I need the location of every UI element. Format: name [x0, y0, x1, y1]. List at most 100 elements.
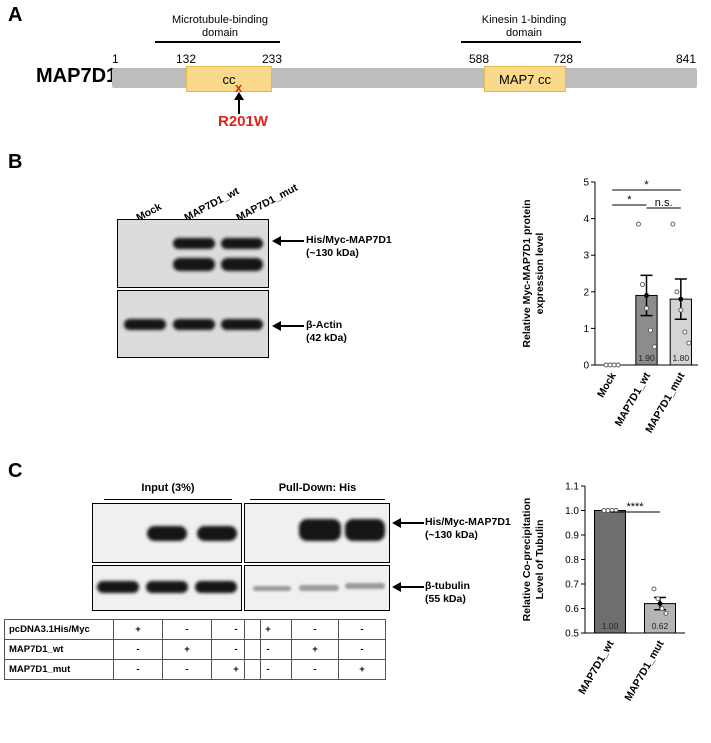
- band: [173, 319, 215, 330]
- y-axis-label: Level of Tubulin: [534, 520, 546, 600]
- kinesin-label-line1: Kinesin 1-binding: [481, 14, 567, 26]
- protein-name: MAP7D1: [36, 65, 118, 87]
- band: [195, 581, 237, 593]
- band: [299, 519, 341, 541]
- x-tick-label: Mock: [595, 370, 619, 399]
- condition-table-pulldown: + - - - + - - - +: [244, 619, 386, 680]
- table-cell: +: [162, 639, 212, 660]
- condition-table-input: pcDNA3.1His/Myc + - - MAP7D1_wt - + - MA…: [4, 619, 261, 680]
- blot-b-myc: [117, 219, 269, 288]
- blot-label-line2: (42 kDa): [306, 332, 347, 344]
- band: [221, 238, 263, 249]
- blot-label-line1: β-tubulin: [425, 580, 470, 592]
- blot-label-line2: (~130 kDa): [306, 247, 359, 259]
- x-tick-label: MAP7D1_wt: [613, 370, 654, 428]
- pulldown-title-line: [250, 499, 385, 500]
- kinesin-label-line2: domain: [505, 27, 543, 39]
- table-cell: +: [113, 619, 163, 640]
- bar: [594, 510, 626, 634]
- band: [147, 526, 187, 541]
- input-title-line: [104, 499, 232, 500]
- table-cell: -: [244, 639, 292, 660]
- mt-binding-domain-label: Microtubule-binding domain: [155, 14, 285, 40]
- blot-c-tubulin-label: β-tubulin (55 kDa): [425, 580, 470, 606]
- mean-point: [657, 601, 663, 606]
- blot-c-input-myc: [92, 503, 242, 563]
- blot-label-line1: β-Actin: [306, 319, 343, 331]
- row-label: MAP7D1_mut: [4, 659, 114, 680]
- significance-label: *: [627, 194, 632, 206]
- blot-b-actin-label: β-Actin (42 kDa): [306, 319, 347, 345]
- row-label: MAP7D1_wt: [4, 639, 114, 660]
- data-point: [605, 508, 611, 513]
- blot-c-input-tubulin: [92, 565, 242, 611]
- panel-a-letter: A: [8, 4, 23, 26]
- band: [221, 258, 263, 271]
- y-tick-label: 1.1: [565, 482, 579, 493]
- arrow-icon: [272, 321, 304, 331]
- y-tick-label: 2: [583, 287, 589, 298]
- blot-c-pulldown-tubulin: [244, 565, 390, 611]
- band: [253, 586, 291, 591]
- table-cell: -: [338, 619, 386, 640]
- data-point: [678, 307, 684, 313]
- table-cell: -: [162, 619, 212, 640]
- y-tick-label: 1: [583, 324, 589, 335]
- pos-233: 233: [262, 52, 283, 66]
- data-point: [607, 362, 613, 368]
- pos-588: 588: [469, 52, 490, 66]
- mt-binding-domain-line: [155, 41, 280, 43]
- table-cell: -: [162, 659, 212, 680]
- x-tick-label: MAP7D1_mut: [622, 638, 666, 703]
- y-tick-label: 0.7: [565, 580, 579, 591]
- pulldown-title: Pull-Down: His: [278, 482, 357, 494]
- blot-b-actin: [117, 290, 269, 358]
- table-cell: +: [338, 659, 386, 680]
- mutation-arrow: [234, 92, 244, 114]
- y-axis-label: Relative Co-precipitation: [521, 498, 533, 622]
- arrow-icon: [392, 518, 424, 528]
- blot-label-line2: (~130 kDa): [425, 529, 478, 541]
- band: [146, 581, 188, 593]
- table-row: MAP7D1_wt - + -: [4, 639, 261, 660]
- kinesin-binding-domain-label: Kinesin 1-binding domain: [460, 14, 588, 40]
- data-point: [640, 282, 645, 287]
- band: [173, 238, 215, 249]
- lane-label-mut: MAP7D1_mut: [234, 181, 300, 224]
- band: [345, 583, 385, 589]
- blot-label-line1: His/Myc-MAP7D1: [425, 516, 511, 528]
- mutation-label: R201W: [218, 113, 269, 130]
- arrow-icon: [392, 582, 424, 592]
- pos-1: 1: [112, 52, 119, 66]
- significance-label: ****: [626, 501, 644, 513]
- table-cell: -: [291, 659, 339, 680]
- y-axis-label: Relative Myc-MAP7D1 protein: [521, 199, 533, 347]
- row-label: pcDNA3.1His/Myc: [4, 619, 114, 640]
- data-point: [686, 340, 692, 346]
- y-tick-label: 0.8: [565, 555, 579, 566]
- mean-point: [678, 296, 684, 302]
- cc-domain-box: cc: [186, 66, 272, 92]
- blot-label-line2: (55 kDa): [425, 593, 466, 605]
- table-cell: -: [291, 619, 339, 640]
- blot-b-myc-label: His/Myc-MAP7D1 (~130 kDa): [306, 234, 392, 260]
- table-cell: -: [113, 639, 163, 660]
- data-point: [674, 289, 680, 295]
- data-point: [615, 362, 621, 368]
- band: [97, 581, 139, 593]
- y-tick-label: 1.0: [565, 506, 579, 517]
- table-row: + - -: [244, 619, 386, 640]
- data-point: [644, 305, 649, 311]
- data-point: [652, 344, 657, 350]
- pos-728: 728: [553, 52, 574, 66]
- y-tick-label: 0.9: [565, 531, 579, 542]
- band: [345, 519, 385, 541]
- pos-841: 841: [676, 52, 697, 66]
- blot-c-pulldown-myc: [244, 503, 390, 563]
- pos-132: 132: [176, 52, 197, 66]
- value-label: 1.80: [673, 353, 690, 363]
- mt-binding-label-line1: Microtubule-binding: [172, 14, 268, 26]
- kinesin-binding-domain-line: [461, 41, 581, 43]
- data-point: [659, 606, 665, 611]
- band: [197, 526, 237, 541]
